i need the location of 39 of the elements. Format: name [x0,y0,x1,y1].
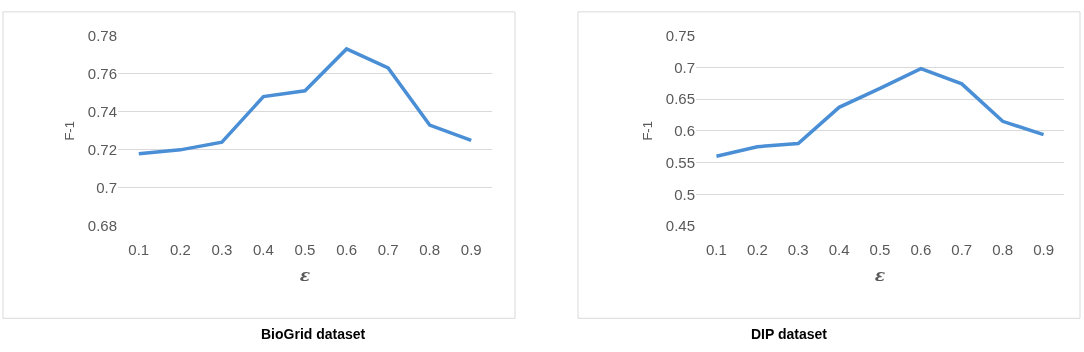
y-axis-title: F-1 [61,121,77,141]
text: DIP dataset [751,326,828,342]
x-tick-label: 0.8 [419,240,441,258]
x-tick-label: 0.3 [787,240,809,258]
y-tick-label: 0.7 [674,58,695,76]
y-tick-label: 0.78 [87,26,117,44]
y-tick-label: 0.76 [87,64,117,82]
y-tick-label: 0.45 [665,217,695,235]
x-tick-label: 0.1 [128,240,150,258]
y-tick-label: 0.72 [87,141,117,159]
x-tick-label: 0.1 [706,240,727,258]
x-tick-label: 0.5 [294,240,316,258]
y-tick-label: 0.5 [674,185,695,203]
x-tick-label: 0.9 [1033,240,1054,258]
y-tick-label: 0.68 [87,217,117,235]
line-series [137,47,473,156]
y-axis-title: F-1 [639,121,655,141]
x-tick-label: 0.3 [211,240,233,258]
x-tick-label: 0.5 [869,240,891,258]
x-tick-label: 0.2 [746,240,768,258]
line-series [714,66,1046,158]
x-tick-label: 0.4 [253,240,274,258]
y-tick-label: 0.65 [665,90,695,108]
x-tick-label: 0.4 [828,240,850,258]
y-tick-label: 0.55 [665,153,695,171]
text: BioGrid dataset [261,326,366,342]
x-tick-label: 0.6 [910,240,932,258]
x-tick-label: 0.7 [951,240,973,258]
x-axis-title: ε [874,265,886,286]
x-tick-label: 0.7 [377,240,399,258]
x-tick-label: 0.9 [460,240,482,258]
y-tick-label: 0.6 [674,122,695,140]
x-tick-label: 0.2 [169,240,191,258]
x-tick-label: 0.6 [336,240,357,258]
y-tick-label: 0.75 [665,26,695,44]
x-axis-title: ε [299,265,311,286]
y-tick-label: 0.74 [87,103,117,121]
x-tick-label: 0.8 [992,240,1014,258]
y-tick-label: 0.7 [96,179,117,197]
